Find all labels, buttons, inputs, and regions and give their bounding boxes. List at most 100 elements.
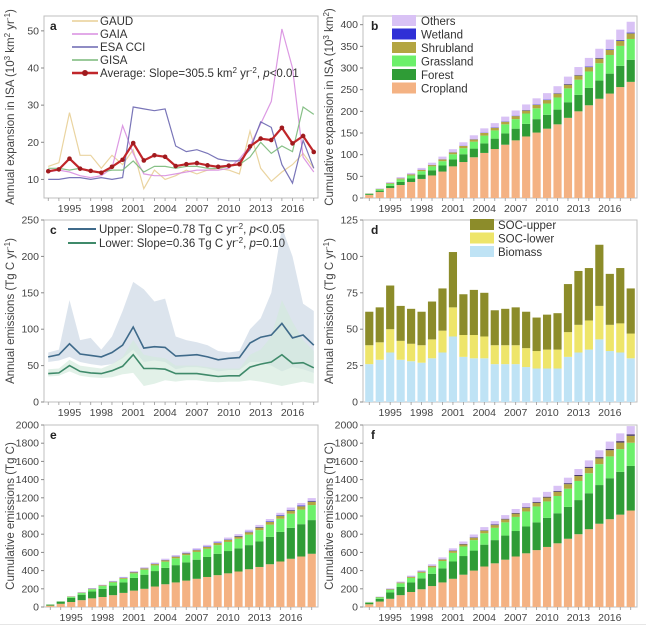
bar-shrubland xyxy=(626,435,635,443)
bar-others xyxy=(98,584,107,586)
bar-grassland xyxy=(427,567,437,574)
x-tick-label: 2004 xyxy=(473,203,497,215)
bar-others xyxy=(616,433,625,442)
bar-shrubland xyxy=(616,40,625,46)
bar-wetland xyxy=(522,507,531,508)
y-tick-label: 150 xyxy=(21,287,39,299)
bar-biomass xyxy=(626,358,635,402)
average-point xyxy=(162,154,168,160)
bar-forest xyxy=(98,588,107,597)
bar-others xyxy=(595,450,604,458)
bar-soc-upper xyxy=(386,285,395,330)
bar-wetland xyxy=(501,518,510,520)
bar-forest xyxy=(396,586,405,596)
bar-forest xyxy=(365,602,374,605)
average-point xyxy=(173,163,178,169)
bar-biomass xyxy=(522,367,531,402)
bar-cropland xyxy=(276,561,285,607)
x-tick-label: 2007 xyxy=(504,407,528,419)
y-axis-title: Cumulative expansion in ISA (103 km2) xyxy=(322,8,337,206)
bar-grassland xyxy=(286,513,295,528)
y-tick-label: 1600 xyxy=(16,456,40,468)
bar-forest xyxy=(213,553,222,576)
bar-cropland xyxy=(574,534,583,607)
panel-label: c xyxy=(50,223,57,237)
y-tick-label: 100 xyxy=(21,324,39,336)
bar-grassland xyxy=(595,63,604,81)
x-tick-label: 2010 xyxy=(216,612,240,624)
bar-biomass xyxy=(574,352,583,402)
bar-soc-lower xyxy=(407,343,416,362)
bar-forest xyxy=(286,527,295,559)
bar-soc-lower xyxy=(469,335,478,359)
bar-shrubland xyxy=(108,581,118,583)
x-tick-label: 2001 xyxy=(122,203,146,215)
bar-grassland xyxy=(522,113,531,124)
legend-label: SOC-upper xyxy=(498,220,556,232)
bar-forest xyxy=(161,567,170,585)
panel-label: f xyxy=(371,428,376,442)
bar-others xyxy=(532,98,541,105)
bar-cropland xyxy=(584,529,593,607)
bar-forest xyxy=(56,601,65,604)
x-tick-label: 2004 xyxy=(153,407,177,419)
bar-grassland xyxy=(480,533,489,545)
bar-grassland xyxy=(108,582,118,586)
average-point xyxy=(120,157,125,163)
bar-biomass xyxy=(396,359,405,402)
bar-others xyxy=(203,544,212,547)
x-tick-label: 1995 xyxy=(379,612,403,624)
bar-forest xyxy=(448,159,458,167)
bar-cropland xyxy=(407,591,416,607)
bar-others xyxy=(459,142,468,146)
bar-others xyxy=(417,570,426,572)
average-point xyxy=(226,163,232,168)
bar-cropland xyxy=(469,570,478,607)
y-axis: 0 50 100 150 200 250 xyxy=(21,215,44,409)
bar-soc-lower xyxy=(417,345,426,363)
bar-others xyxy=(469,135,478,140)
legend-swatch xyxy=(392,69,416,80)
y-axis: 10 20 30 40 50 xyxy=(27,25,44,186)
y-tick-label: 400 xyxy=(340,565,358,577)
panel-e: 0 200 400 600 800 1000 1200 1400 1600 1800 2000 199… xyxy=(5,420,319,624)
bar-forest xyxy=(265,536,274,565)
bar-forest xyxy=(375,190,384,192)
y-tick-label: 200 xyxy=(21,583,39,595)
bar-grassland xyxy=(501,522,510,536)
bar-grassland xyxy=(605,456,614,479)
bar-forest xyxy=(511,128,520,141)
bar-grassland xyxy=(584,71,593,88)
y-tick-label: 2000 xyxy=(335,420,359,432)
bar-shrubland xyxy=(459,544,468,547)
bar-others xyxy=(490,521,499,525)
bar-grassland xyxy=(365,602,374,603)
bar-grassland xyxy=(223,541,233,552)
bands xyxy=(48,227,314,386)
x-tick-label: 1998 xyxy=(90,407,114,419)
bar-biomass xyxy=(407,361,416,402)
bar-grassland xyxy=(171,558,180,566)
panel-f: 0 200 400 600 800 1000 1200 1400 1600 1800 2000 199… xyxy=(324,420,638,624)
legend-label: GAUD xyxy=(100,16,133,28)
bar-forest xyxy=(459,556,468,575)
bar-forest xyxy=(67,597,76,602)
bar-grassland xyxy=(584,473,593,494)
bar-biomass xyxy=(584,349,593,402)
bars xyxy=(365,426,635,607)
y-tick-label: 0 xyxy=(352,602,358,614)
bar-forest xyxy=(108,585,118,596)
legend-swatch xyxy=(392,15,416,26)
bar-grassland xyxy=(490,527,499,541)
bar-wetland xyxy=(605,448,614,451)
y-tick-label: 0 xyxy=(352,397,358,409)
bar-soc-upper xyxy=(396,305,405,341)
bar-wetland xyxy=(265,521,274,522)
bar-others xyxy=(563,76,573,84)
bar-soc-upper xyxy=(605,273,614,325)
bar-shrubland xyxy=(140,568,149,570)
bar-grassland xyxy=(490,130,499,139)
bar-cropland xyxy=(244,569,254,607)
y-tick-label: 1400 xyxy=(16,474,40,486)
panel-d: 0 25 50 75 100 125 1995 1998 2001 2004 2007 2010 201… xyxy=(322,215,638,419)
